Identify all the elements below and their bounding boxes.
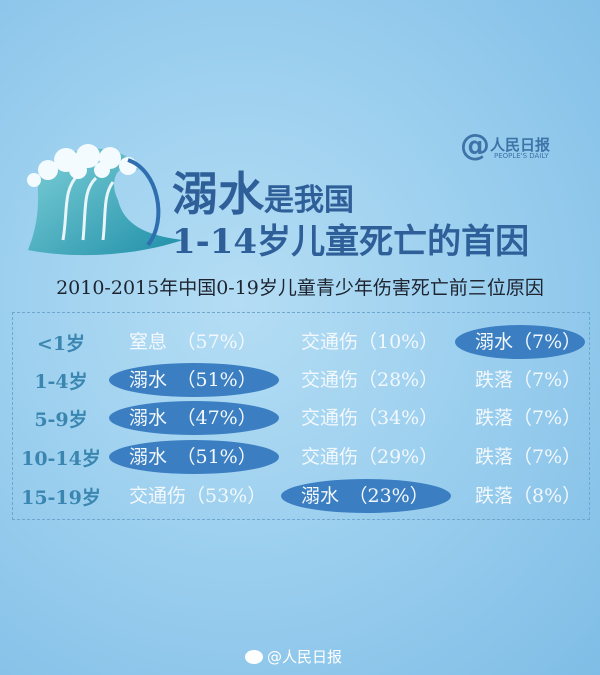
weibo-icon [245,649,263,664]
title-line2: 1-14岁儿童死亡的首因 [172,222,530,262]
cause-cell: 交通伤（34%） [301,407,439,429]
age-group: 15-19岁 [21,487,101,509]
title-big: 溺水 [172,167,264,221]
table-row: <1岁 窒息 （57%） 交通伤（10%） 溺水（7%） [13,323,591,361]
table-row: 5-9岁 溺水 （47%） 交通伤（34%） 跌落（7%） [13,399,591,437]
cause-cell-highlighted: 溺水 （47%） [109,401,279,435]
age-group: 10-14岁 [21,448,101,470]
cause-cell: 跌落（7%） [475,369,582,391]
wave-icon [27,144,183,256]
cause-cell: 交通伤（10%） [301,331,439,353]
logo-cn: 人民日报 [490,136,551,154]
title-small: 是我国 [264,183,354,218]
cause-cell: 交通伤（29%） [301,446,439,468]
watermark-text: @人民日报 [267,648,343,666]
cause-cell-highlighted: 溺水（7%） [455,325,585,359]
cause-cell-highlighted: 溺水 （23%） [281,479,451,513]
table-row: 1-4岁 溺水 （51%） 交通伤（28%） 跌落（7%） [13,361,591,399]
age-group: <1岁 [36,333,86,355]
cause-cell-highlighted: 溺水 （51%） [109,440,279,474]
cause-cell: 跌落（7%） [475,407,582,429]
subtitle: 2010-2015年中国0-19岁儿童青少年伤害死亡前三位原因 [56,277,544,299]
cause-cell: 跌落（8%） [475,485,582,507]
cause-cell: 跌落（7%） [475,446,582,468]
watermark: @人民日报 [245,646,342,667]
logo-en: PEOPLE'S DAILY [494,152,549,160]
cause-cell: 交通伤（28%） [301,369,439,391]
title-line1: 溺水是我国 [172,158,354,224]
age-group: 5-9岁 [34,409,88,431]
cause-cell-highlighted: 溺水 （51%） [109,363,279,397]
cause-cell: 交通伤（53%） [129,485,267,507]
table-row: 10-14岁 溺水 （51%） 交通伤（29%） 跌落（7%） [13,438,591,476]
logo-at: @ [460,128,490,163]
table-row: 15-19岁 交通伤（53%） 溺水 （23%） 跌落（8%） [13,477,591,515]
age-group: 1-4岁 [34,371,88,393]
causes-table: <1岁 窒息 （57%） 交通伤（10%） 溺水（7%） 1-4岁 溺水 （51%） 交通伤… [12,312,590,520]
cause-cell: 窒息 （57%） [129,331,257,353]
